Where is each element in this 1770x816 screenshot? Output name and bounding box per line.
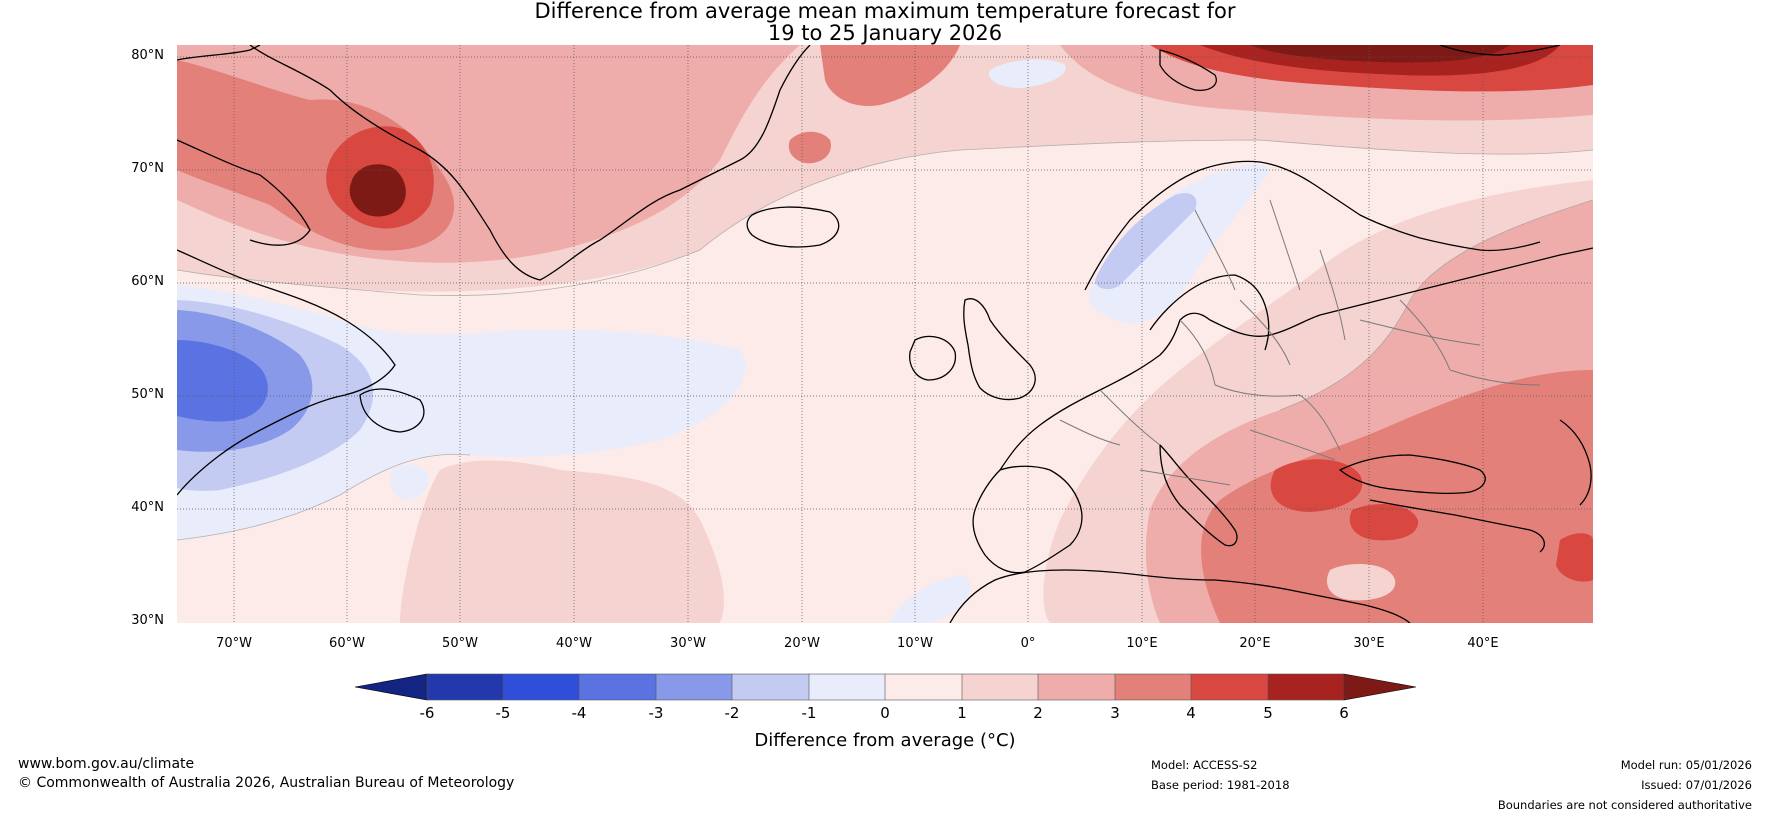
coastline-iceland <box>746 206 840 248</box>
disclaimer-text: Boundaries are not considered authoritat… <box>1497 798 1752 812</box>
colorbar-tick-label: 4 <box>1186 704 1196 722</box>
warm-zone-east-greenland-sea <box>820 45 960 106</box>
coastline-baffin <box>177 45 261 61</box>
colorbar-bin <box>427 674 503 700</box>
website-link[interactable]: www.bom.gov.au/climate <box>18 756 195 772</box>
coastline-caspian <box>1559 419 1592 506</box>
lon-label: 30°W <box>670 636 706 651</box>
cool-zone-morocco <box>890 575 971 623</box>
coastline-svalbard <box>1159 49 1217 91</box>
coastline-greenland <box>249 45 811 281</box>
anomaly-contours <box>177 139 1593 541</box>
lon-label: 40°E <box>1467 636 1499 651</box>
coastline-turkey <box>1369 499 1545 553</box>
lon-label: 50°W <box>442 636 478 651</box>
coastline-north-africa <box>949 569 1411 623</box>
colorbar-title: Difference from average (°C) <box>754 730 1016 751</box>
warm-zone-denmark-strait <box>788 131 831 164</box>
colorbar-tick-label: 3 <box>1110 704 1120 722</box>
colorbar-bin <box>1268 674 1344 700</box>
colorbar-tick-label: -5 <box>495 704 511 722</box>
colorbar-bin <box>1038 674 1115 700</box>
colorbar-tick-label: -3 <box>648 704 664 722</box>
cool-zone-aegean <box>1326 564 1396 601</box>
warm-zone-arctic-max <box>1250 45 1510 63</box>
coastline-iberia <box>972 465 1083 574</box>
colorbar-bin <box>962 674 1038 700</box>
cool-zone-scandinavia <box>1088 164 1270 324</box>
colorbar-tick-label: 5 <box>1263 704 1273 722</box>
lon-label: 20°W <box>784 636 820 651</box>
coastline-norway <box>1084 160 1541 291</box>
lon-label: 10°E <box>1126 636 1158 651</box>
lat-label: 40°N <box>131 500 164 515</box>
lon-label: 70°W <box>216 636 252 651</box>
coastlines <box>177 45 1593 623</box>
graticule <box>177 45 1593 623</box>
copyright-text: © Commonwealth of Australia 2026, Austra… <box>18 775 515 791</box>
warm-zone-turkey-peak <box>1349 504 1419 541</box>
lat-label: 50°N <box>131 387 164 402</box>
colorbar-bin <box>1191 674 1268 700</box>
model-text: Model: ACCESS-S2 <box>1151 758 1258 772</box>
colorbar-bin <box>579 674 656 700</box>
colorbar-tick-label: 6 <box>1339 704 1349 722</box>
colorbar-tick-label: -1 <box>801 704 817 722</box>
cool-zone-labrador-core <box>177 340 268 422</box>
colorbar-tick-label: 0 <box>880 704 890 722</box>
coastline-black-sea <box>1339 454 1486 495</box>
lat-label: 30°N <box>131 613 164 628</box>
cool-zone-norway-coast <box>1095 193 1197 290</box>
colorbar-extend-low <box>354 673 428 701</box>
base-period-text: Base period: 1981-2018 <box>1151 778 1290 792</box>
lon-label: 20°E <box>1239 636 1271 651</box>
lat-label: 70°N <box>131 161 164 176</box>
coastline-baltic <box>1149 274 1270 351</box>
coastline-ireland <box>909 335 957 381</box>
colorbar-tick-label: -2 <box>724 704 740 722</box>
coastline-arctic-islands <box>1439 45 1561 56</box>
colorbar-bin <box>732 674 809 700</box>
colorbar-bin <box>885 674 962 700</box>
country-borders <box>1059 199 1541 486</box>
colorbar-bin <box>809 674 885 700</box>
lon-label: 30°E <box>1353 636 1385 651</box>
coastline-labrador <box>177 249 396 496</box>
colorbar-bin <box>656 674 732 700</box>
colorbar-tick-label: -6 <box>419 704 435 722</box>
colorbar <box>354 673 1417 701</box>
lon-label: 10°W <box>897 636 933 651</box>
lon-label: 0° <box>1020 636 1036 651</box>
coastline-newfoundland <box>359 388 425 433</box>
lat-label: 80°N <box>131 48 164 63</box>
colorbar-tick-label: 2 <box>1033 704 1043 722</box>
coastline-europe <box>999 247 1593 471</box>
coastline-great-britain <box>963 298 1036 401</box>
colorbar-extend-high <box>1343 673 1417 701</box>
lon-label: 40°W <box>556 636 592 651</box>
colorbar-tick-label: -4 <box>571 704 587 722</box>
colorbar-bin <box>503 674 579 700</box>
map-title-line1: Difference from average mean maximum tem… <box>534 0 1236 23</box>
cool-zone-azores <box>390 464 429 500</box>
issued-text: Issued: 07/01/2026 <box>1641 778 1752 792</box>
lon-label: 60°W <box>329 636 365 651</box>
coastline-italy <box>1159 444 1238 547</box>
warm-zone-black-sea <box>1201 370 1593 623</box>
warm-zone-greenland-max <box>349 164 406 217</box>
lat-label: 60°N <box>131 274 164 289</box>
cool-zone-jan-mayen <box>989 59 1066 88</box>
warm-zone-middle-east-peak <box>1556 533 1593 582</box>
warm-zone-mid-atlantic <box>400 460 724 623</box>
warm-zone-balkans-peak <box>1270 459 1363 512</box>
colorbar-tick-label: 1 <box>957 704 967 722</box>
colorbar-bin <box>1115 674 1191 700</box>
map-title-line2: 19 to 25 January 2026 <box>767 21 1003 45</box>
model-run-text: Model run: 05/01/2026 <box>1620 758 1752 772</box>
coastline-greenland-west <box>177 139 311 246</box>
